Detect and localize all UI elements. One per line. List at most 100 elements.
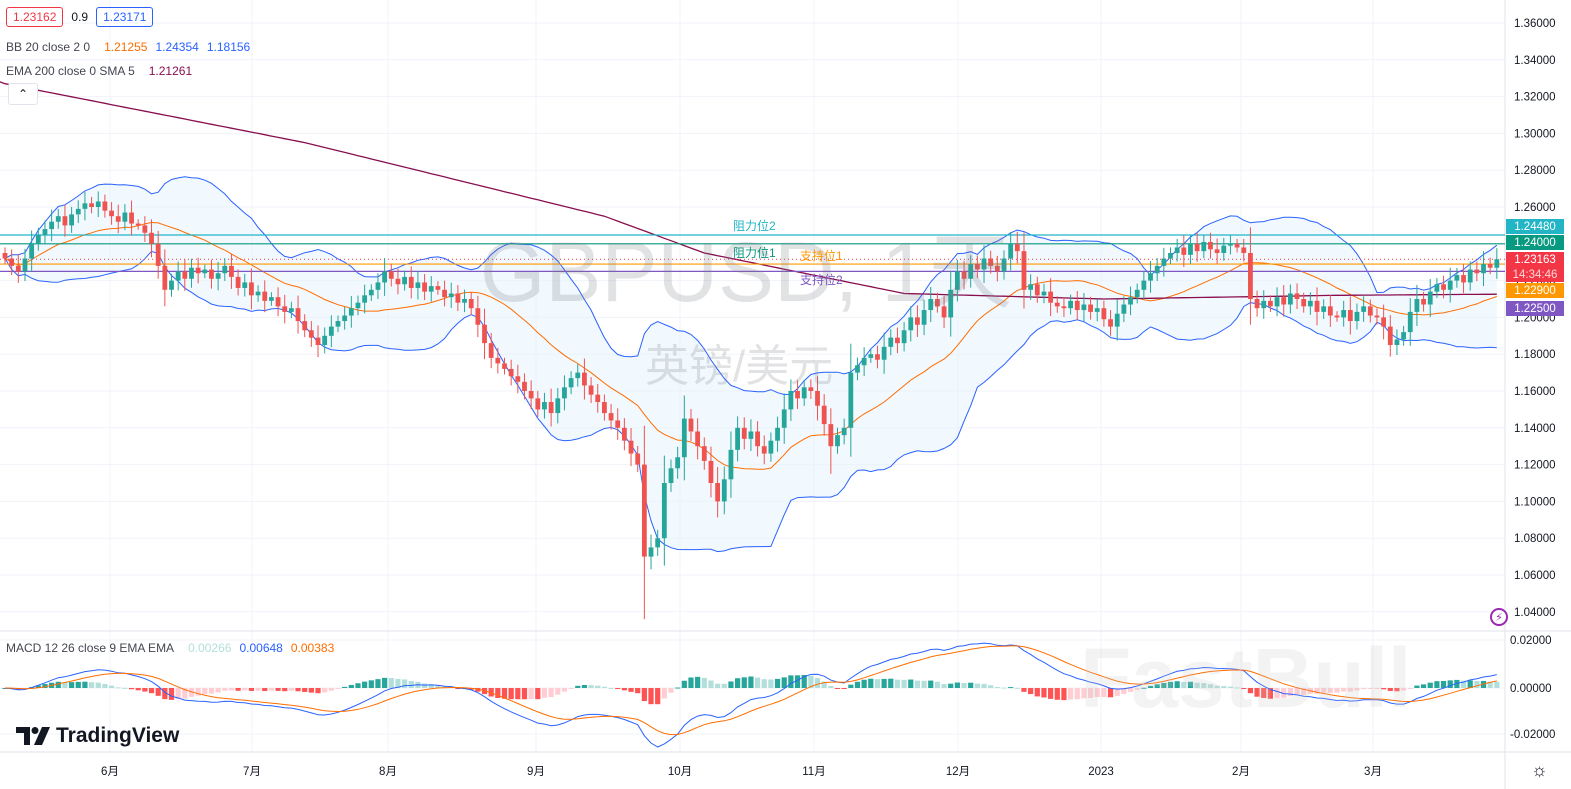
candle-up	[648, 547, 654, 557]
candle-up	[1128, 297, 1133, 305]
macd-histogram-bar	[515, 688, 521, 700]
macd-histogram-bar	[848, 684, 854, 688]
bid-price[interactable]: 1.23162	[6, 7, 64, 27]
candle-up	[841, 427, 847, 436]
candle-up	[202, 269, 208, 274]
candle-up	[928, 299, 934, 311]
macd-histogram-bar	[1041, 688, 1047, 698]
macd-histogram-bar	[1008, 687, 1014, 689]
macd-histogram-bar	[941, 683, 947, 688]
macd-histogram-bar	[148, 688, 155, 694]
ema-label: EMA 200 close 0 SMA 5	[6, 64, 135, 78]
candle-down	[102, 201, 108, 211]
candle-up	[222, 265, 228, 274]
macd-histogram-bar	[695, 676, 701, 688]
lightning-icon[interactable]: ⚡	[1490, 608, 1508, 626]
candle-up	[1407, 311, 1413, 333]
macd-histogram-bar	[355, 683, 361, 688]
macd-histogram-bar	[621, 688, 627, 691]
macd-histogram-bar	[142, 688, 148, 692]
macd-histogram-bar	[595, 685, 601, 688]
price-axis-label: 1.26000	[1514, 202, 1556, 214]
candle-up	[1481, 264, 1486, 274]
ema-legend[interactable]: EMA 200 close 0 SMA 5 1.21261	[6, 64, 192, 78]
macd-legend[interactable]: MACD 12 26 close 9 EMA EMA 0.00266 0.006…	[6, 641, 334, 655]
macd-histogram-bar	[1061, 688, 1067, 701]
candle-up	[1154, 265, 1160, 274]
candle-down	[741, 427, 747, 439]
macd-histogram-bar	[1361, 688, 1367, 690]
macd-histogram-bar	[1347, 688, 1353, 692]
candle-up	[861, 357, 867, 366]
collapse-legend-button[interactable]: ⌃	[8, 83, 38, 105]
ask-price[interactable]: 1.23171	[96, 7, 154, 27]
macd-histogram-bar	[635, 688, 641, 694]
macd-histogram-bar	[501, 688, 508, 699]
macd-value: 0.00648	[239, 641, 283, 655]
macd-histogram-bar	[994, 687, 1000, 689]
candle-down	[408, 276, 414, 288]
macd-histogram-bar	[1221, 686, 1227, 688]
candle-up	[1414, 299, 1420, 312]
candle-down	[15, 265, 21, 272]
quote-legend: 1.23162 0.9 1.23171	[6, 7, 154, 27]
candle-down	[941, 306, 947, 318]
macd-histogram-bar	[348, 684, 354, 688]
macd-histogram-bar	[202, 688, 208, 695]
candle-up	[368, 289, 374, 296]
price-axis-label: 1.16000	[1514, 386, 1556, 398]
candle-up	[348, 308, 354, 316]
macd-histogram-bar	[88, 682, 95, 688]
candle-down	[715, 483, 721, 502]
candle-down	[1441, 284, 1446, 290]
candle-up	[1287, 293, 1293, 305]
candle-down	[688, 418, 694, 432]
settings-gear-icon[interactable]: ☼	[1531, 760, 1548, 780]
macd-histogram-bar	[1028, 688, 1034, 695]
candle-up	[269, 297, 274, 301]
macd-histogram-bar	[908, 679, 914, 688]
macd-histogram-bar	[1134, 688, 1140, 690]
bb-lower-value: 1.18156	[206, 40, 251, 54]
candle-up	[655, 538, 661, 548]
macd-histogram-bar	[1014, 687, 1020, 689]
macd-histogram-bar	[821, 681, 827, 688]
bb-label: BB 20 close 2 0	[6, 40, 91, 54]
macd-histogram-bar	[108, 685, 115, 688]
macd-axis-label: 0.00000	[1510, 683, 1552, 695]
macd-histogram-bar	[1234, 687, 1240, 689]
candle-down	[1021, 251, 1027, 290]
candle-up	[322, 335, 328, 345]
candle-up	[1467, 269, 1473, 283]
candle-down	[455, 293, 461, 303]
macd-histogram-bar	[1154, 684, 1160, 688]
candle-up	[189, 267, 194, 279]
macd-histogram-bar	[1101, 688, 1107, 698]
candle-up	[1174, 247, 1180, 253]
macd-histogram-bar	[128, 688, 135, 690]
bb-lower-line	[4, 250, 1497, 553]
macd-histogram-bar	[888, 678, 894, 688]
macd-histogram-bar	[661, 688, 667, 699]
time-axis-label: 10月	[668, 766, 692, 778]
bb-legend[interactable]: BB 20 close 2 0 1.21255 1.24354 1.18156	[6, 40, 250, 54]
macd-histogram-bar	[1440, 680, 1447, 688]
macd-histogram-bar	[1460, 680, 1467, 688]
candle-up	[748, 431, 754, 439]
candle-up	[801, 387, 807, 399]
macd-histogram-bar	[288, 688, 294, 691]
candle-up	[1028, 284, 1034, 290]
macd-histogram-bar	[248, 688, 255, 691]
candle-up	[255, 291, 261, 296]
candle-up	[768, 440, 774, 454]
candle-up	[75, 208, 81, 215]
candle-down	[475, 308, 481, 325]
tradingview-logo[interactable]: TradingView	[16, 724, 179, 748]
macd-histogram-bar	[328, 688, 334, 691]
macd-histogram-bar	[794, 675, 801, 688]
macd-signal-value: 0.00383	[290, 641, 335, 655]
candle-up	[1001, 258, 1007, 272]
candle-down	[1254, 299, 1260, 309]
macd-histogram-bar	[681, 680, 687, 688]
macd-histogram-bar	[162, 688, 168, 700]
